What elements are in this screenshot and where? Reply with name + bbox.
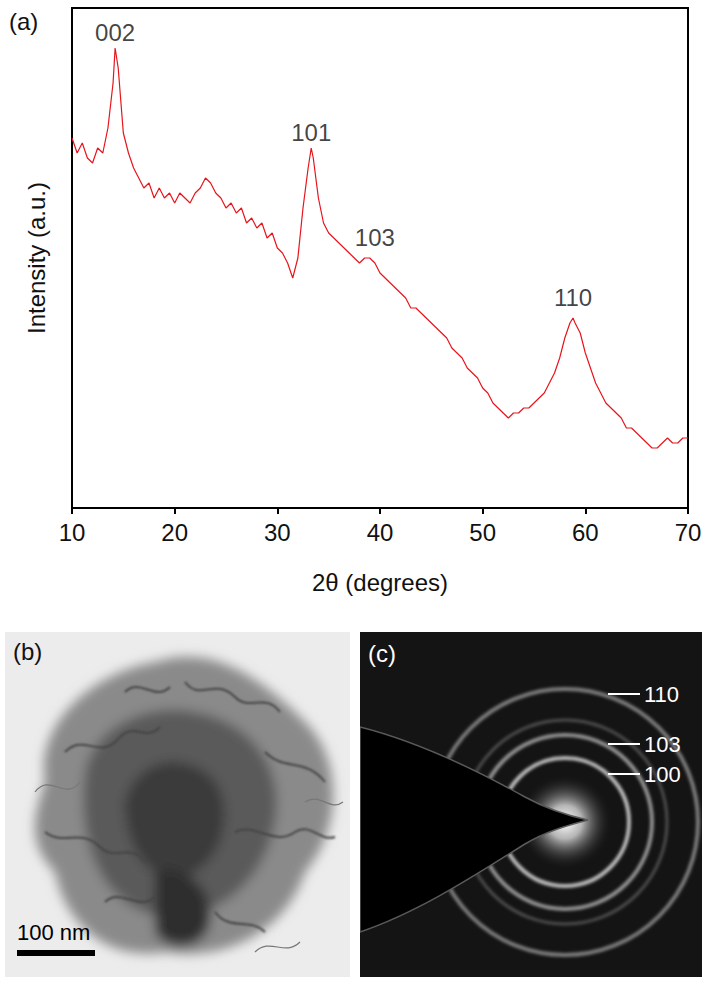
svg-text:(a): (a)	[9, 8, 38, 35]
svg-text:30: 30	[264, 519, 291, 546]
svg-text:101: 101	[291, 119, 331, 146]
svg-text:40: 40	[367, 519, 394, 546]
svg-text:60: 60	[572, 519, 599, 546]
svg-text:(b): (b)	[13, 638, 42, 665]
svg-text:110: 110	[644, 682, 679, 707]
svg-text:50: 50	[469, 519, 496, 546]
svg-text:10: 10	[59, 519, 86, 546]
svg-text:110: 110	[554, 284, 592, 311]
svg-text:20: 20	[161, 519, 188, 546]
svg-text:Intensity (a.u.): Intensity (a.u.)	[23, 182, 50, 334]
svg-text:002: 002	[95, 19, 135, 46]
svg-text:100: 100	[644, 762, 681, 787]
svg-text:2θ (degrees): 2θ (degrees)	[312, 569, 448, 596]
svg-text:70: 70	[675, 519, 702, 546]
svg-text:100 nm: 100 nm	[17, 920, 90, 945]
svg-text:103: 103	[355, 224, 395, 251]
svg-text:(c): (c)	[368, 640, 396, 667]
svg-text:103: 103	[644, 732, 681, 757]
